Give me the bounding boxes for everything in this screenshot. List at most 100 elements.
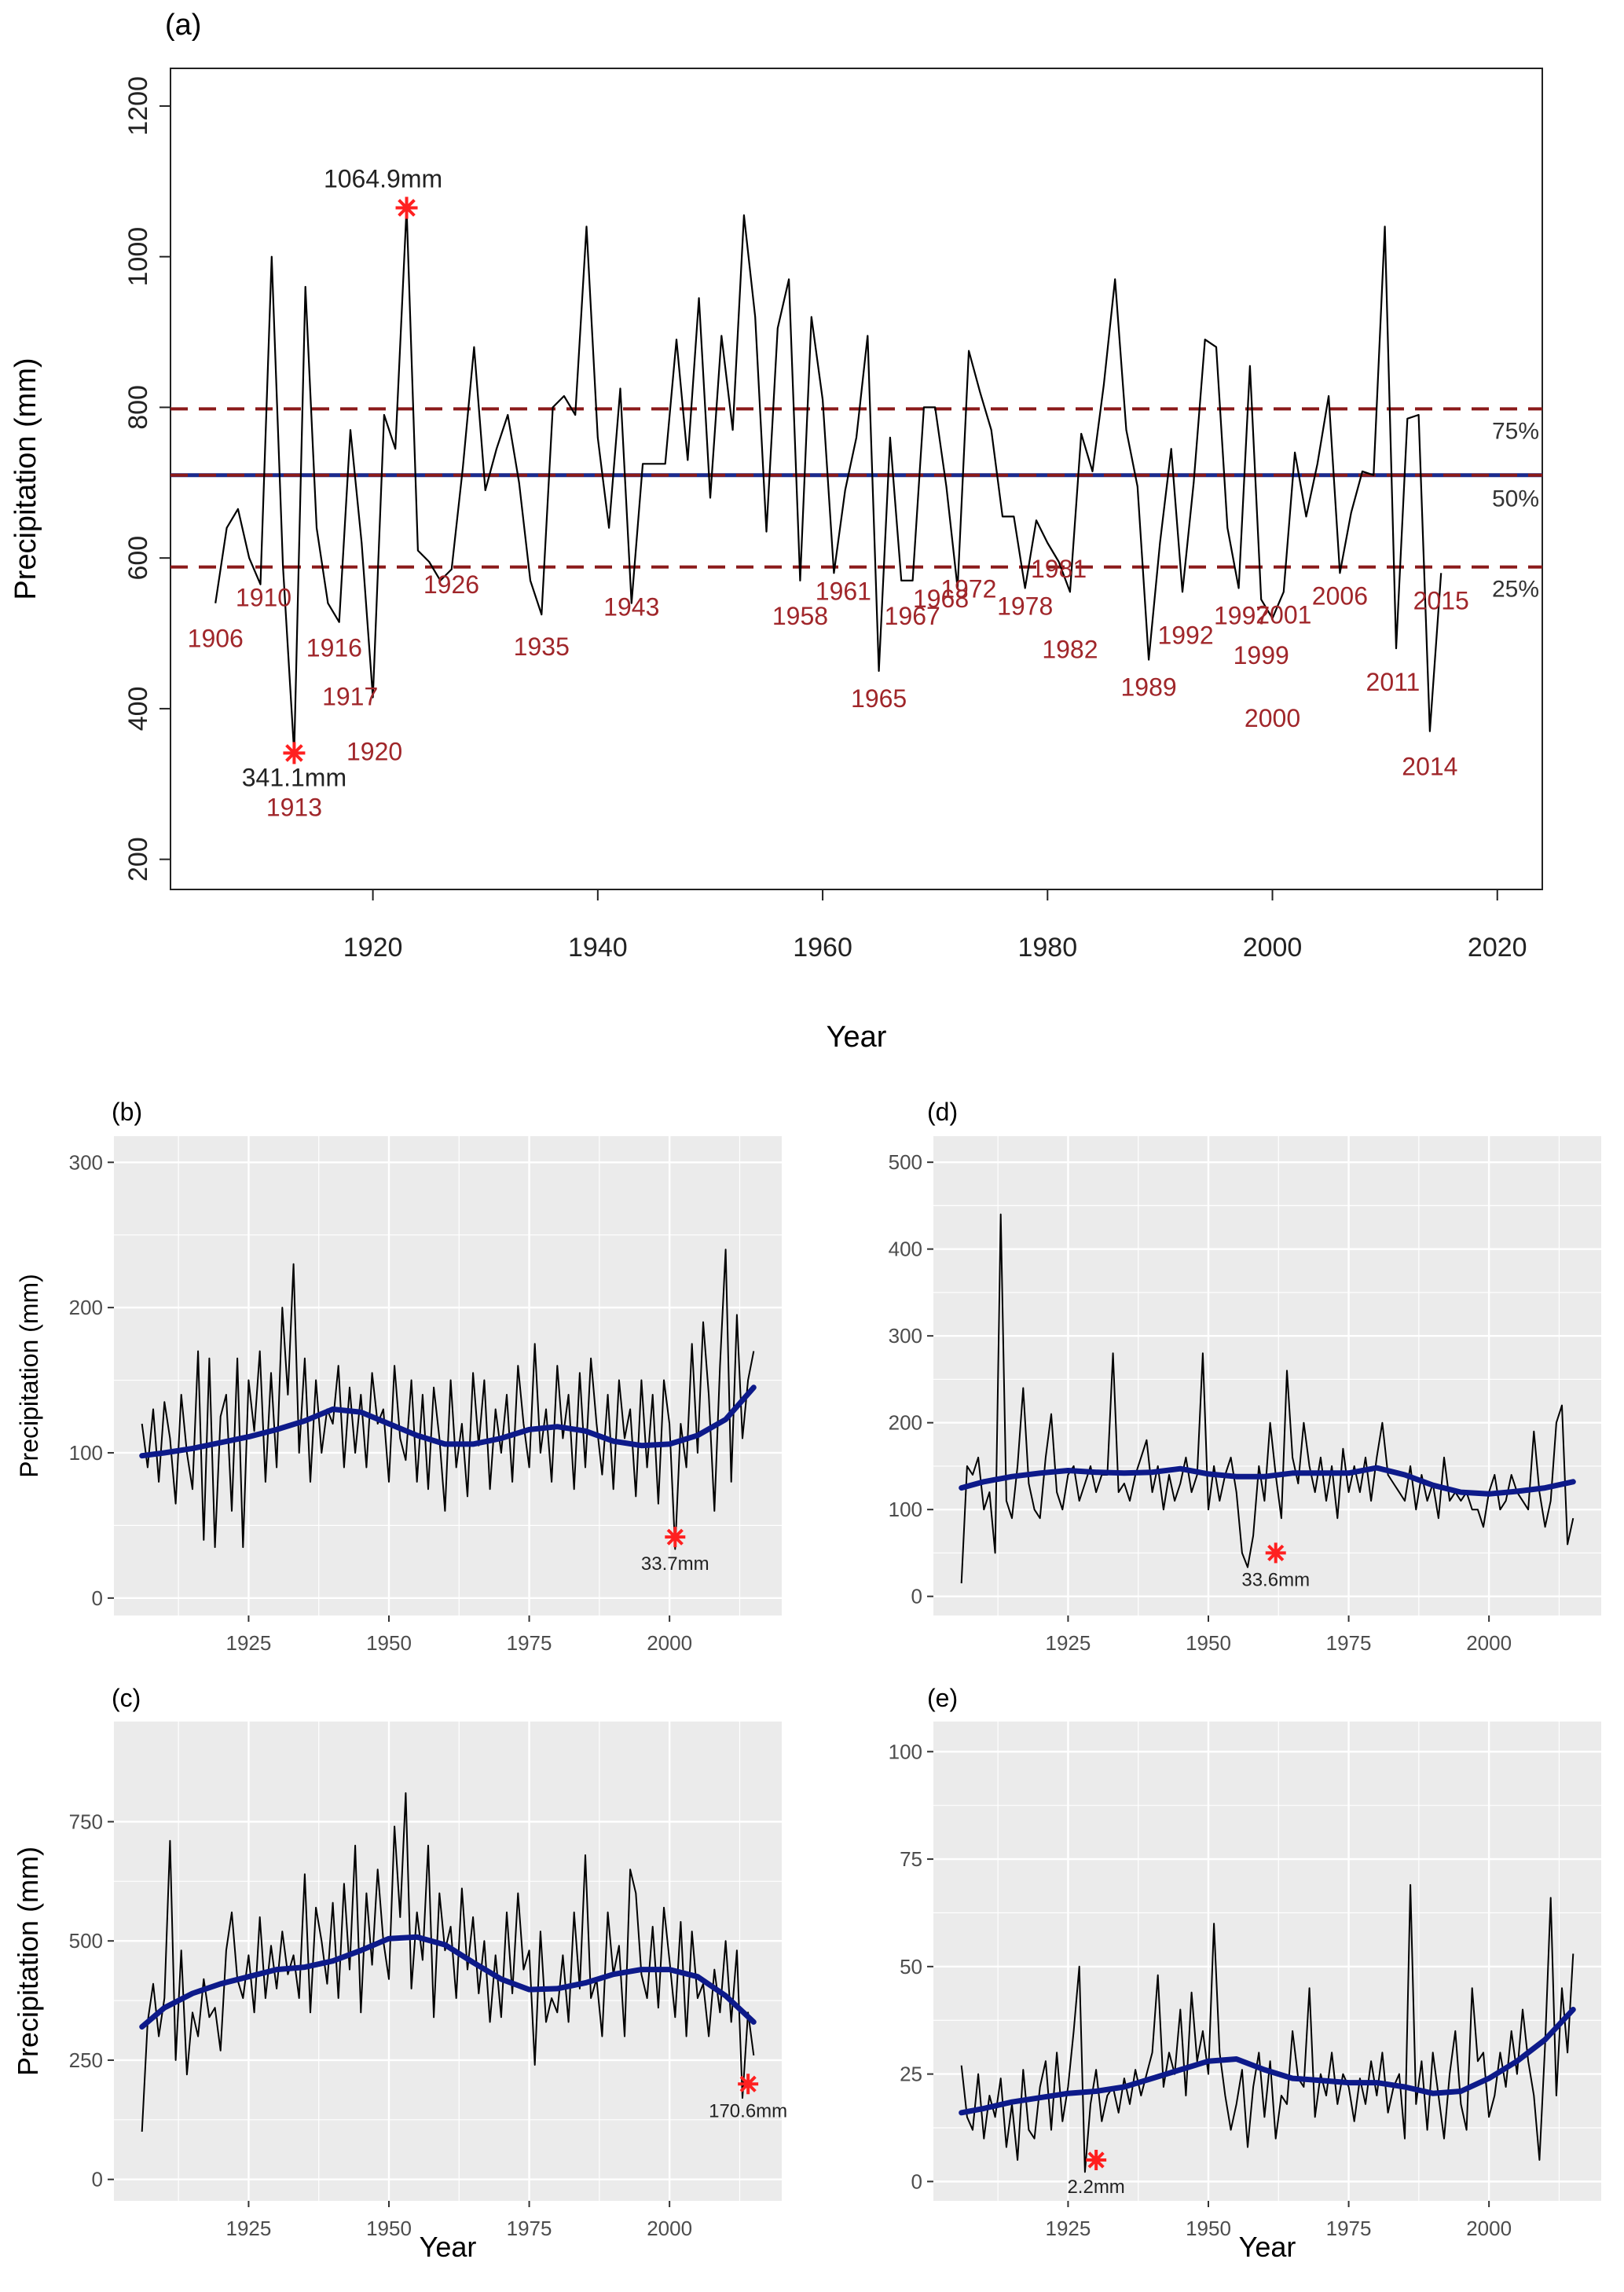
- y-tick-label: 100: [69, 1441, 103, 1465]
- plot-panel-c: [114, 1722, 782, 2201]
- plot-frame-a: [170, 68, 1543, 890]
- y-tick-label: 50: [900, 1955, 922, 1978]
- trend-line: [959, 1465, 1576, 1497]
- year-label-1965: 1965: [851, 684, 907, 713]
- year-label-1961: 1961: [816, 577, 871, 605]
- year-label-2011: 2011: [1366, 668, 1421, 696]
- precipitation-series-line: [141, 1792, 755, 2132]
- x-tick-label: 2020: [1468, 933, 1527, 963]
- year-label-1916: 1916: [306, 634, 362, 662]
- x-tick-label: 1980: [1017, 933, 1077, 963]
- trend-line: [139, 1934, 757, 2030]
- y-tick-label: 400: [889, 1238, 922, 1261]
- extreme-marker-a-0: [395, 196, 418, 219]
- extreme-value-label: 33.6mm: [1241, 1569, 1310, 1590]
- y-tick-label: 0: [92, 2168, 103, 2191]
- x-tick-label: 1925: [1046, 2217, 1091, 2240]
- year-label-1978: 1978: [997, 592, 1053, 621]
- extreme-marker-b-0: [665, 1527, 686, 1548]
- x-tick-label: 1940: [568, 933, 628, 963]
- y-tick-label: 300: [69, 1150, 103, 1174]
- y-tick-label: 100: [889, 1740, 922, 1763]
- precipitation-series-line: [960, 1213, 1575, 1584]
- extreme-value-label: 170.6mm: [709, 2100, 787, 2121]
- reference-label: 75%: [1492, 418, 1539, 444]
- y-tick-label: 500: [69, 1929, 103, 1953]
- x-tick-label: 1920: [343, 933, 403, 963]
- year-label-2006: 2006: [1312, 581, 1368, 610]
- x-tick-label: 1975: [1326, 2217, 1372, 2240]
- year-label-1972: 1972: [940, 575, 996, 603]
- year-label-1968: 1968: [913, 585, 969, 613]
- extreme-marker-e-0: [1086, 2150, 1107, 2171]
- reference-label: 25%: [1492, 577, 1539, 603]
- y-tick-label: 100: [889, 1498, 922, 1521]
- y-tick-label: 200: [69, 1296, 103, 1319]
- y-tick-label: 500: [889, 1150, 922, 1174]
- year-label-2001: 2001: [1256, 600, 1311, 629]
- extreme-value-label: 1064.9mm: [324, 164, 442, 193]
- y-tick-label: 75: [900, 1847, 922, 1871]
- x-tick-label: 1925: [226, 2217, 272, 2240]
- year-label-1935: 1935: [514, 633, 570, 661]
- y-tick-label: 1000: [123, 227, 153, 287]
- x-axis-title: Year: [420, 2231, 477, 2263]
- y-axis-title: Precipitation (mm): [12, 1846, 44, 2076]
- year-label-2014: 2014: [1402, 753, 1457, 781]
- year-label-1992: 1992: [1157, 621, 1213, 649]
- x-axis-title: Year: [1239, 2231, 1296, 2263]
- x-tick-label: 1925: [226, 1631, 272, 1655]
- year-label-1906: 1906: [188, 625, 244, 653]
- year-label-1958: 1958: [772, 602, 828, 630]
- year-label-1910: 1910: [236, 584, 291, 612]
- trend-line: [139, 1384, 757, 1459]
- y-tick-label: 300: [889, 1324, 922, 1348]
- x-tick-label: 1950: [366, 1631, 412, 1655]
- y-tick-label: 0: [911, 1585, 922, 1608]
- precipitation-series-line: [960, 1883, 1575, 2173]
- precipitation-series-line: [214, 207, 1443, 754]
- x-tick-label: 2000: [647, 1631, 692, 1655]
- y-tick-label: 800: [123, 385, 153, 430]
- panel-label-e: (e): [927, 1684, 958, 1712]
- year-label-1999: 1999: [1234, 641, 1289, 669]
- plot-panel-d: [933, 1136, 1601, 1615]
- plot-panel-e: [933, 1722, 1601, 2201]
- extreme-marker-d-0: [1265, 1542, 1286, 1564]
- x-tick-label: 2000: [1243, 933, 1303, 963]
- year-label-1989: 1989: [1121, 673, 1177, 702]
- x-tick-label: 2000: [1466, 1631, 1512, 1655]
- x-tick-label: 2000: [1466, 2217, 1512, 2240]
- year-label-2015: 2015: [1413, 586, 1469, 614]
- year-label-1981: 1981: [1031, 555, 1087, 583]
- panel-label-c: (c): [112, 1684, 141, 1712]
- year-label-1920: 1920: [346, 738, 402, 766]
- x-axis-title: Year: [827, 1021, 887, 1054]
- y-tick-label: 1200: [123, 76, 153, 136]
- panel-label-b: (b): [112, 1098, 142, 1126]
- year-label-1917: 1917: [322, 683, 378, 711]
- panel-label-d: (d): [927, 1098, 958, 1126]
- x-tick-label: 1950: [1186, 1631, 1231, 1655]
- x-tick-label: 1975: [1326, 1631, 1372, 1655]
- y-tick-label: 0: [92, 1586, 103, 1610]
- y-tick-label: 400: [123, 687, 153, 732]
- x-tick-label: 2000: [647, 2217, 692, 2240]
- y-tick-label: 200: [889, 1411, 922, 1435]
- extreme-marker-c-0: [738, 2074, 759, 2095]
- extreme-value-label: 33.7mm: [641, 1553, 709, 1575]
- y-tick-label: 0: [911, 2169, 922, 2193]
- y-tick-label: 200: [123, 837, 153, 882]
- y-tick-label: 750: [69, 1810, 103, 1833]
- year-label-1943: 1943: [603, 593, 659, 622]
- y-tick-label: 600: [123, 536, 153, 581]
- year-label-2000: 2000: [1245, 704, 1300, 732]
- panel-label-a: (a): [165, 9, 201, 42]
- y-tick-label: 250: [69, 2048, 103, 2072]
- year-label-1997: 1997: [1214, 602, 1270, 630]
- y-axis-title: Precipitation (mm): [15, 1274, 43, 1478]
- trend-line: [959, 2007, 1576, 2116]
- extreme-value-label: 2.2mm: [1067, 2176, 1124, 2198]
- x-tick-label: 1950: [366, 2217, 412, 2240]
- y-tick-label: 25: [900, 2063, 922, 2086]
